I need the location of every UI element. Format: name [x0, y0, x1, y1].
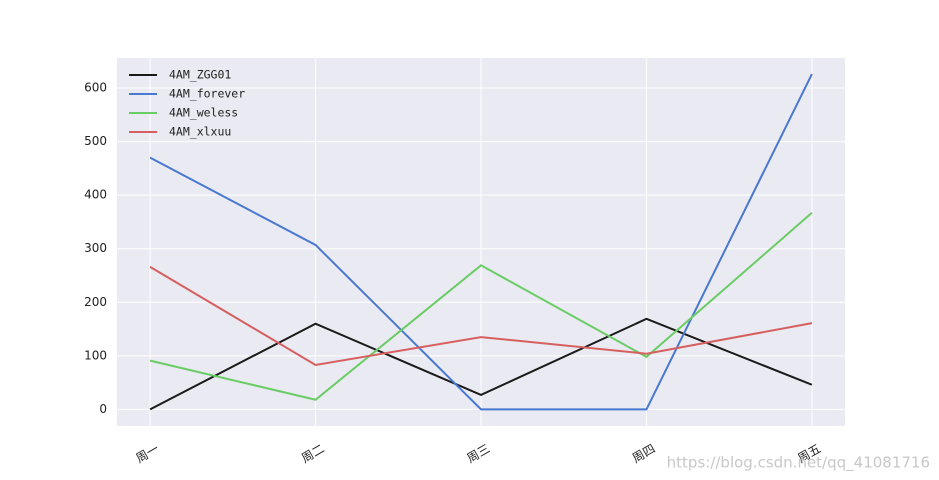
series-line: [149, 73, 813, 411]
y-tick-label: 200: [84, 295, 107, 309]
y-tick-label: 300: [84, 241, 107, 255]
legend-label: 4AM_forever: [169, 87, 245, 101]
legend-label: 4AM_xlxuu: [169, 125, 231, 139]
legend-label: 4AM_ZGG01: [169, 68, 231, 82]
series-line: [149, 317, 813, 411]
series-line: [149, 212, 813, 401]
y-tick-label: 500: [84, 134, 107, 148]
lines: [149, 73, 813, 411]
x-tick-label: 周一: [134, 442, 162, 466]
y-tick-label: 600: [84, 80, 107, 94]
y-tick-label: 100: [84, 348, 107, 362]
legend: 4AM_ZGG01 4AM_forever 4AM_weless 4AM_xlxuu: [129, 68, 245, 139]
y-tick-label: 400: [84, 188, 107, 202]
series-line: [149, 266, 813, 366]
watermark: https://blog.csdn.net/qq_41081716: [667, 454, 930, 473]
y-tick-label: 0: [99, 402, 107, 416]
x-tick-label: 周三: [464, 442, 492, 466]
x-tick-label: 周四: [630, 442, 658, 466]
grid: [117, 58, 845, 426]
x-tick-label: 周二: [299, 442, 327, 466]
legend-label: 4AM_weless: [169, 106, 238, 120]
